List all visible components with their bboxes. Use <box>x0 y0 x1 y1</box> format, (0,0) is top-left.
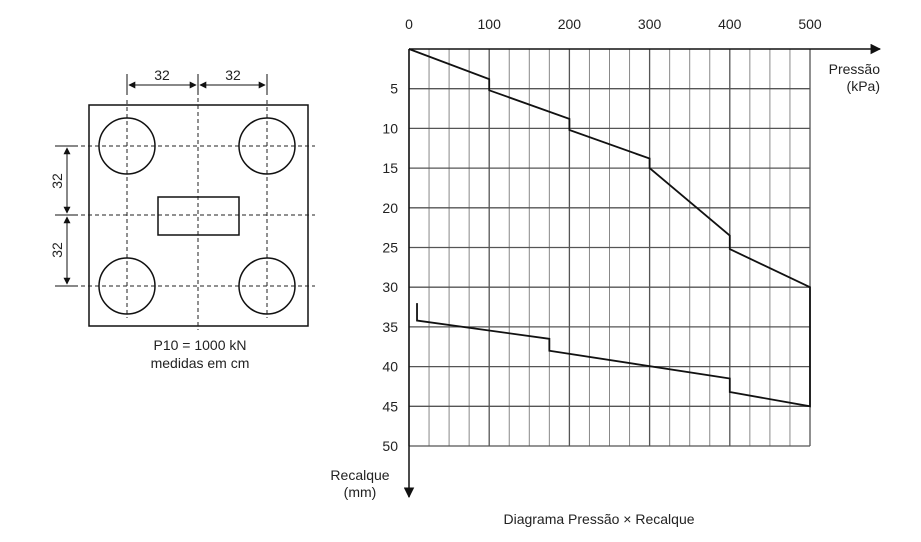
y-tick-label: 15 <box>382 160 398 176</box>
y-tick-label: 20 <box>382 200 398 216</box>
y-tick-label: 25 <box>382 240 398 256</box>
x-tick-label: 100 <box>478 16 502 32</box>
y-tick-label: 50 <box>382 438 398 454</box>
x-tick-label: 400 <box>718 16 742 32</box>
y-axis-label: Recalque <box>330 467 389 483</box>
chart-title: Diagrama Pressão × Recalque <box>503 511 694 527</box>
x-tick-label: 0 <box>405 16 413 32</box>
pile <box>98 257 156 315</box>
y-axis-label: (mm) <box>344 484 377 500</box>
pile <box>238 117 296 175</box>
column <box>157 196 240 236</box>
y-tick-label: 45 <box>382 398 398 414</box>
dimension-label: 32 <box>225 67 241 83</box>
y-tick-label: 30 <box>382 279 398 295</box>
y-tick-label: 35 <box>382 319 398 335</box>
y-tick-label: 40 <box>382 359 398 375</box>
data-line <box>408 48 811 408</box>
pile-cap-diagram: 32 32 32 32 P10 = 1000 kN medidas em cm <box>49 67 315 371</box>
dimension-label: 32 <box>49 242 65 258</box>
x-axis-label: Pressão <box>829 61 881 77</box>
x-tick-label: 500 <box>798 16 822 32</box>
pile <box>238 257 296 315</box>
pile <box>98 117 156 175</box>
x-axis-label: (kPa) <box>847 78 880 94</box>
caption: P10 = 1000 kN <box>153 337 246 353</box>
y-tick-label: 10 <box>382 120 398 136</box>
caption: medidas em cm <box>151 355 250 371</box>
pile-cap <box>88 104 309 327</box>
dimension-label: 32 <box>154 67 170 83</box>
x-tick-label: 200 <box>558 16 582 32</box>
dimension-label: 32 <box>49 173 65 189</box>
x-tick-label: 300 <box>638 16 662 32</box>
y-tick-label: 5 <box>390 81 398 97</box>
